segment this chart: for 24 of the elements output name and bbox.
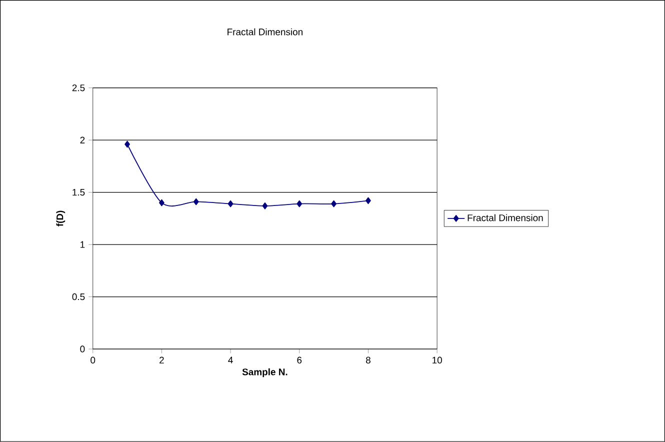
point — [193, 198, 199, 206]
x-tick-label: 0 — [90, 356, 96, 364]
point — [159, 199, 164, 206]
point — [296, 200, 302, 208]
y-axis-title: f(D) — [56, 210, 66, 226]
x-axis-title: Sample N. — [242, 368, 288, 378]
x-tick-label: 4 — [228, 356, 233, 364]
point — [262, 202, 268, 210]
y-tick-label: 2 — [80, 136, 85, 144]
y-tick-label: 2.5 — [72, 84, 85, 92]
chart-title: Fractal Dimension — [228, 28, 302, 36]
point — [228, 200, 234, 208]
x-tick-label: 10 — [432, 356, 442, 364]
y-tick-label: 1 — [80, 241, 85, 248]
point — [124, 140, 130, 148]
x-tick-label: 6 — [297, 356, 302, 364]
x-tick-label: 8 — [366, 356, 370, 364]
y-tick-label: 0 — [80, 346, 85, 352]
legend-label: Fractal Dimension — [468, 214, 543, 222]
point — [331, 200, 336, 208]
point — [366, 197, 371, 204]
x-tick-label: 2 — [160, 356, 164, 364]
y-tick-label: 1.5 — [72, 189, 85, 196]
y-tick-label: 0.5 — [72, 293, 85, 300]
